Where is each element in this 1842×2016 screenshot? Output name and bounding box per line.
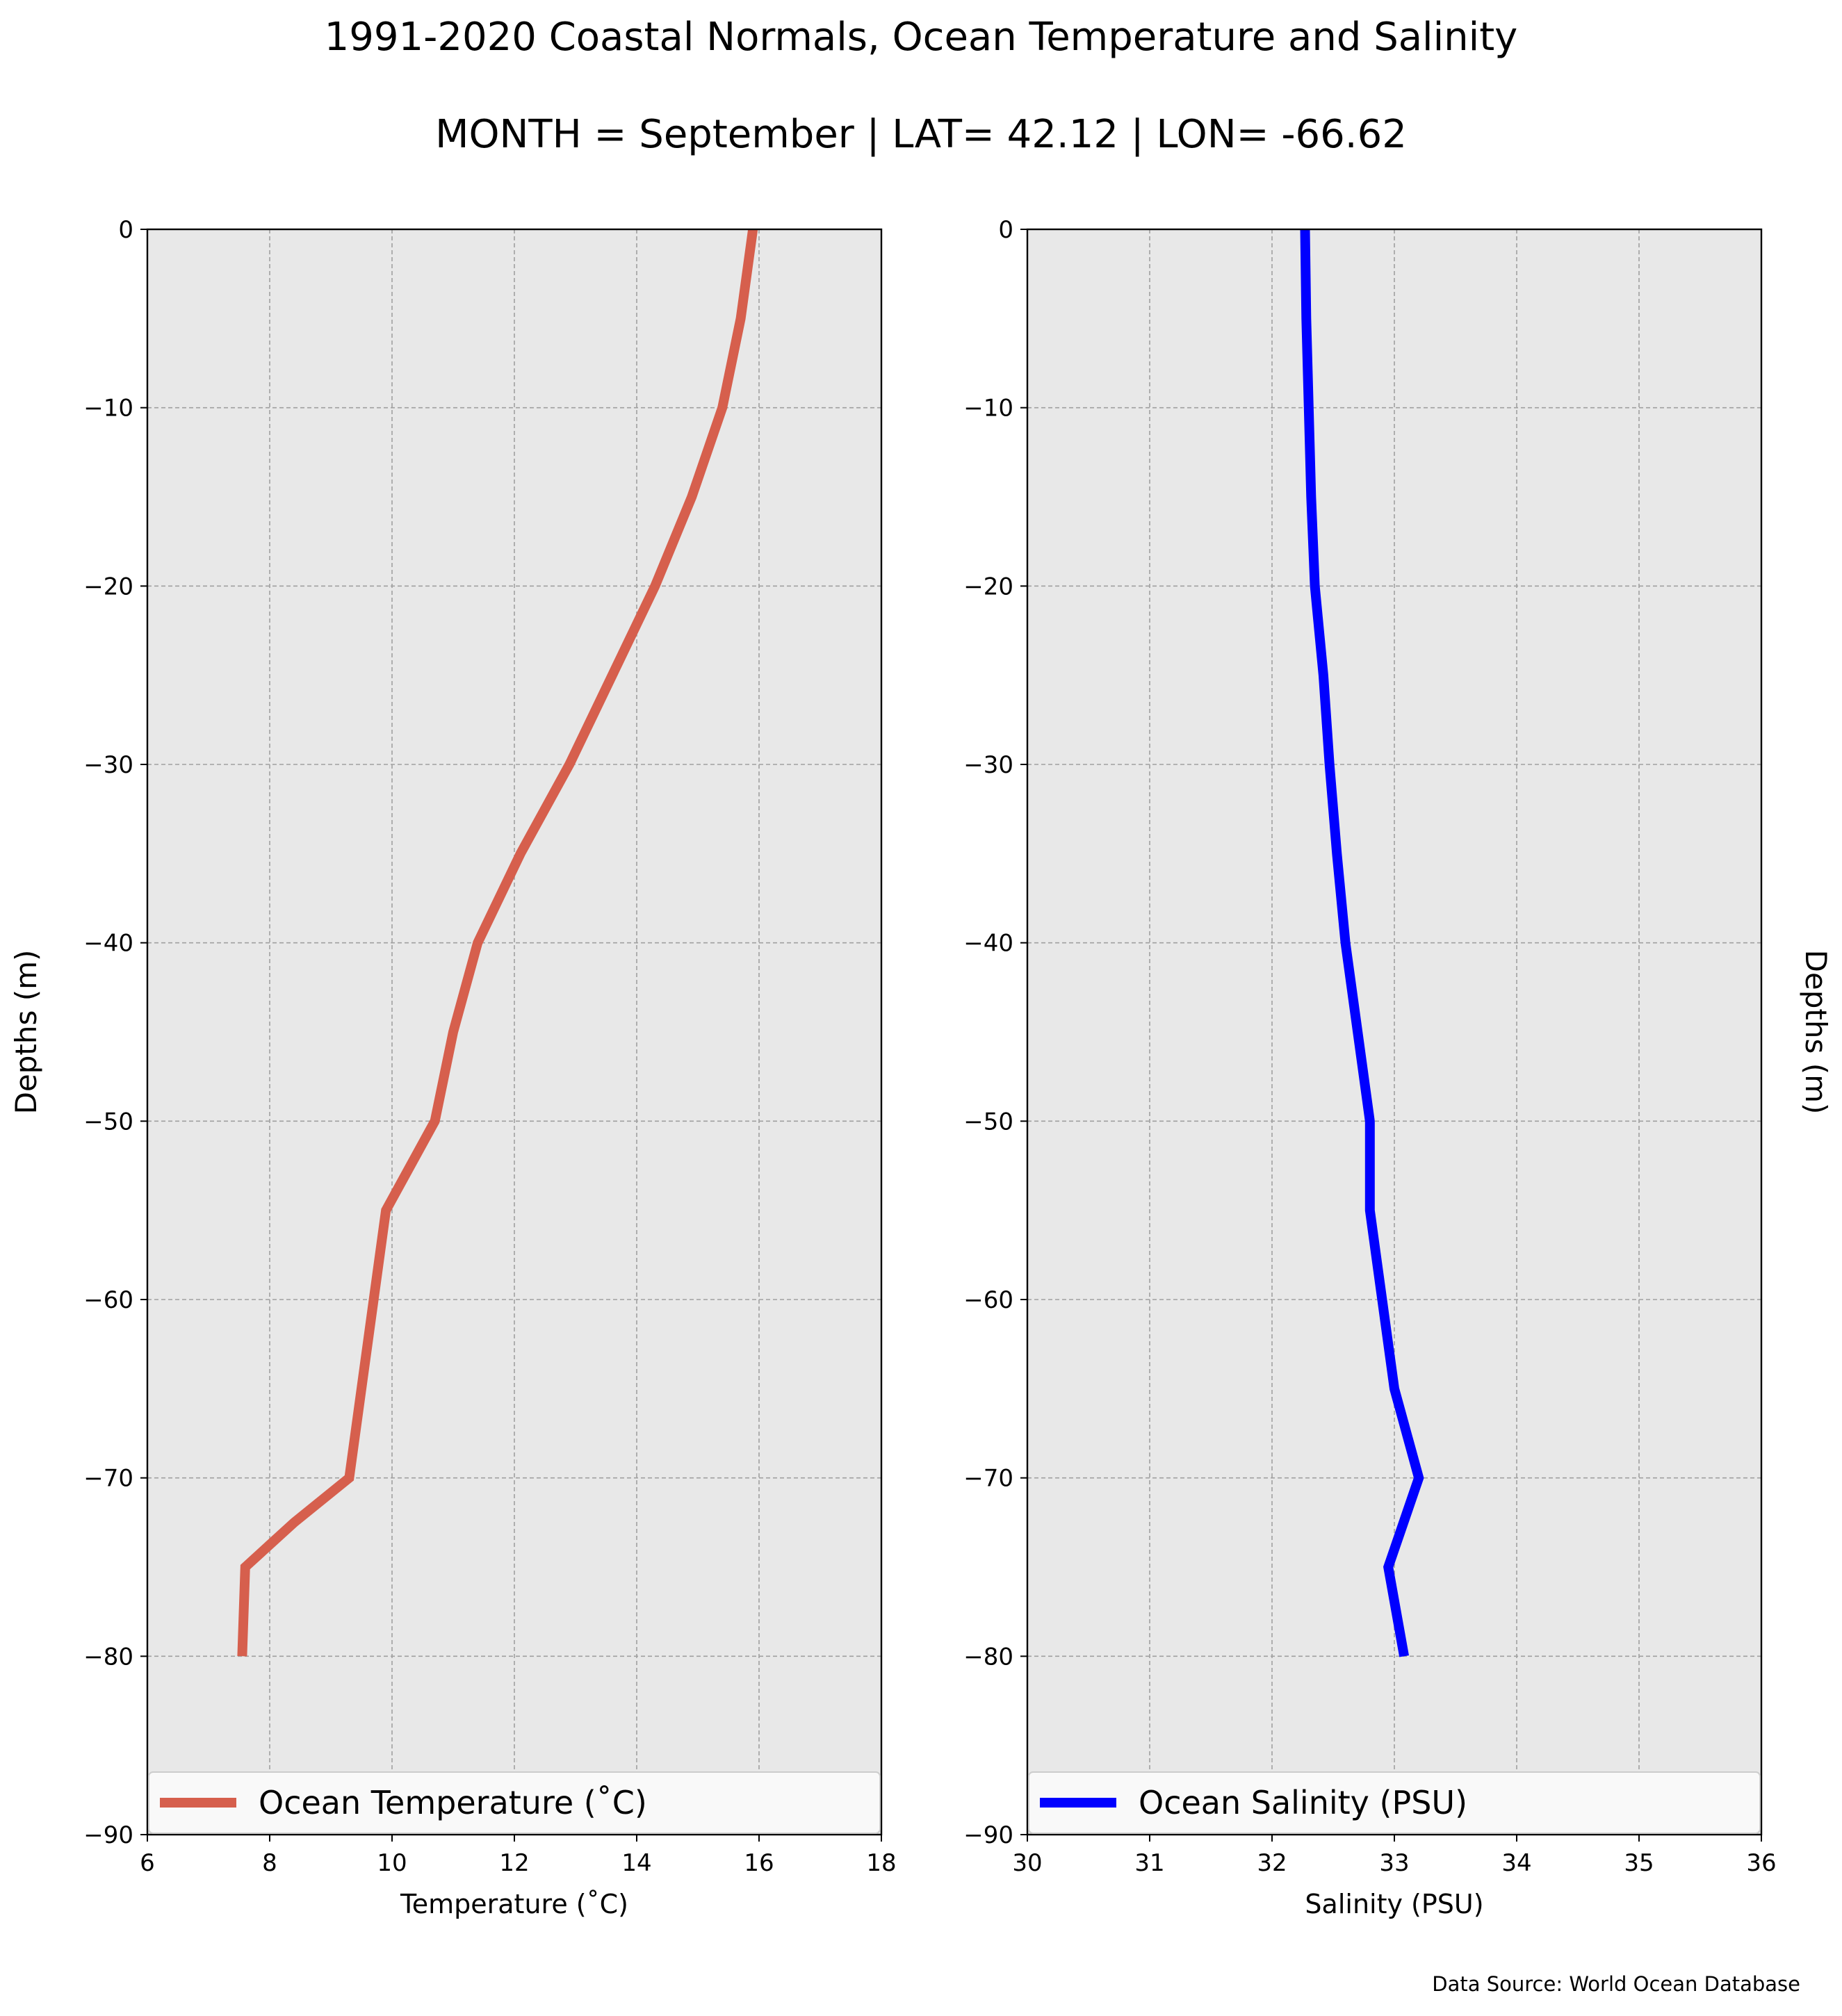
x-tick-label: 14	[621, 1849, 651, 1877]
plot-frame	[1026, 228, 1763, 1836]
legend-label: Ocean Salinity (PSU)	[1139, 1784, 1467, 1821]
x-axis-label: Salinity (PSU)	[1305, 1889, 1483, 1919]
y-tick-label: −80	[963, 1643, 1013, 1671]
x-tick-label: 34	[1501, 1849, 1531, 1877]
y-tick-label: −90	[83, 1821, 133, 1849]
y-tick-label: 0	[998, 216, 1013, 244]
series-line	[1300, 229, 1424, 1657]
plot-frame	[146, 228, 883, 1836]
y-tick-label: −40	[83, 930, 133, 958]
y-tick-label: 0	[118, 216, 133, 244]
y-tick-label: −80	[83, 1643, 133, 1671]
y-tick-label: −40	[963, 930, 1013, 958]
y-tick-label: −20	[963, 573, 1013, 600]
x-tick-label: 32	[1257, 1849, 1287, 1877]
y-tick-label: −30	[963, 751, 1013, 779]
salinity-panel: 30 31 32 33 34 35 36 0 −10 −20 −30 −40 −50 −60 −70 −80 −…	[963, 216, 1833, 1919]
legend-label: Ocean Temperature (˚C)	[259, 1784, 647, 1821]
x-tick-label: 12	[499, 1849, 529, 1877]
y-tick-label: −90	[963, 1821, 1013, 1849]
chart-subtitle: MONTH = September | LAT= 42.12 | LON= -6…	[435, 112, 1407, 157]
data-source-note: Data Source: World Ocean Database	[1432, 1972, 1800, 1996]
series-line	[237, 229, 758, 1657]
y-axis-label: Depths (m)	[9, 950, 43, 1115]
y-axis-label: Depths (m)	[1799, 950, 1833, 1115]
legend-box	[148, 1771, 881, 1834]
y-tick-label: −30	[83, 751, 133, 779]
x-tick-label: 31	[1134, 1849, 1164, 1877]
x-tick-label: 8	[262, 1849, 277, 1877]
y-tick-label: −70	[963, 1465, 1013, 1493]
x-tick-label: 6	[140, 1849, 155, 1877]
x-tick-label: 18	[866, 1849, 896, 1877]
y-tick-label: −10	[83, 395, 133, 423]
legend-box	[1028, 1771, 1761, 1834]
x-tick-label: 33	[1379, 1849, 1409, 1877]
y-tick-label: −50	[83, 1108, 133, 1136]
x-axis-label: Temperature (˚C)	[400, 1889, 628, 1919]
temperature-panel: 6 8 10 12 14 16 18 0 −10 −20 −30 −40 −50 −60 −70 −80 −90…	[9, 216, 897, 1919]
y-tick-label: −60	[963, 1286, 1013, 1314]
y-tick-label: −50	[963, 1108, 1013, 1136]
x-tick-label: 36	[1746, 1849, 1776, 1877]
y-tick-label: −20	[83, 573, 133, 600]
x-tick-label: 30	[1012, 1849, 1042, 1877]
chart-title: 1991-2020 Coastal Normals, Ocean Tempera…	[325, 15, 1518, 60]
y-tick-label: −60	[83, 1286, 133, 1314]
y-tick-label: −10	[963, 395, 1013, 423]
x-tick-label: 16	[744, 1849, 774, 1877]
y-tick-label: −70	[83, 1465, 133, 1493]
x-tick-label: 35	[1624, 1849, 1654, 1877]
x-tick-label: 10	[377, 1849, 407, 1877]
